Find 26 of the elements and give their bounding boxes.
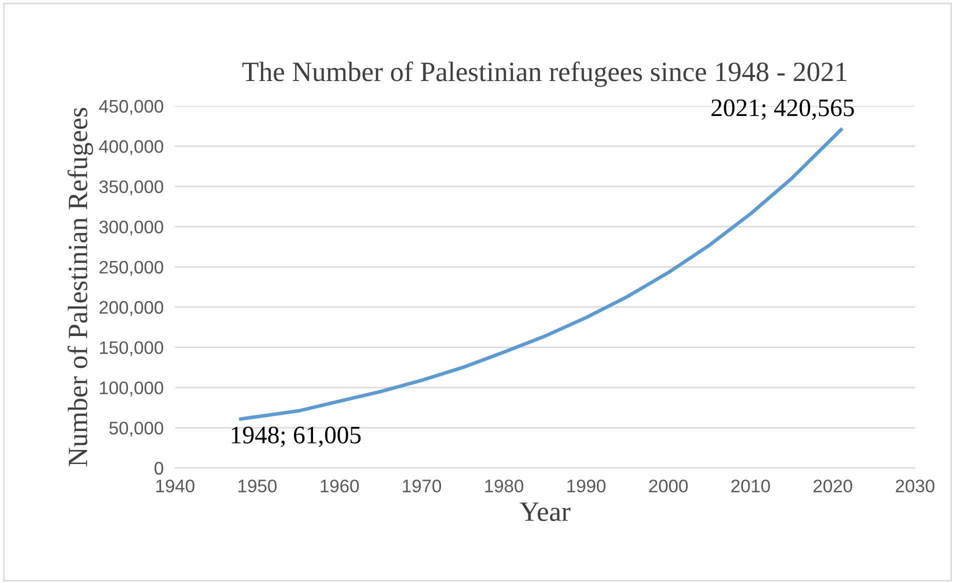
x-tick-label: 1940 bbox=[156, 480, 194, 492]
y-tick-label: 450,000 bbox=[99, 100, 164, 115]
y-tick-label: 300,000 bbox=[99, 220, 164, 236]
x-tick-label: 1950 bbox=[238, 480, 277, 492]
y-tick-label: 250,000 bbox=[100, 260, 164, 276]
x-tick-label: 1960 bbox=[320, 480, 359, 492]
x-tick-label: 2030 bbox=[896, 480, 934, 492]
y-tick-label: 100,000 bbox=[100, 381, 164, 396]
x-tick-label: 1990 bbox=[567, 480, 606, 492]
x-tick-label: 1980 bbox=[485, 480, 524, 492]
x-tick-label: 2010 bbox=[731, 480, 770, 492]
x-axis-title: Year bbox=[520, 502, 570, 522]
y-tick-label: 0 bbox=[154, 462, 164, 475]
line-series bbox=[239, 128, 843, 421]
y-tick-label: 200,000 bbox=[100, 301, 164, 316]
x-tick-label: 1970 bbox=[402, 480, 442, 492]
x-tick-label: 2020 bbox=[814, 480, 852, 492]
y-tick-label: 350,000 bbox=[99, 180, 164, 196]
x-tick-label: 2000 bbox=[649, 480, 688, 492]
annotation: 1948; 61,005 bbox=[232, 426, 361, 448]
y-axis-title: Number of Palestinian Refugees bbox=[68, 108, 94, 466]
y-tick-label: 50,000 bbox=[109, 422, 164, 437]
y-tick-label: 400,000 bbox=[99, 140, 164, 156]
annotation: 2021; 420,565 bbox=[712, 99, 854, 120]
chart-title: The Number of Palestinian refugees since 1948 - 2021 bbox=[242, 61, 846, 87]
y-tick-label: 150,000 bbox=[100, 341, 164, 356]
